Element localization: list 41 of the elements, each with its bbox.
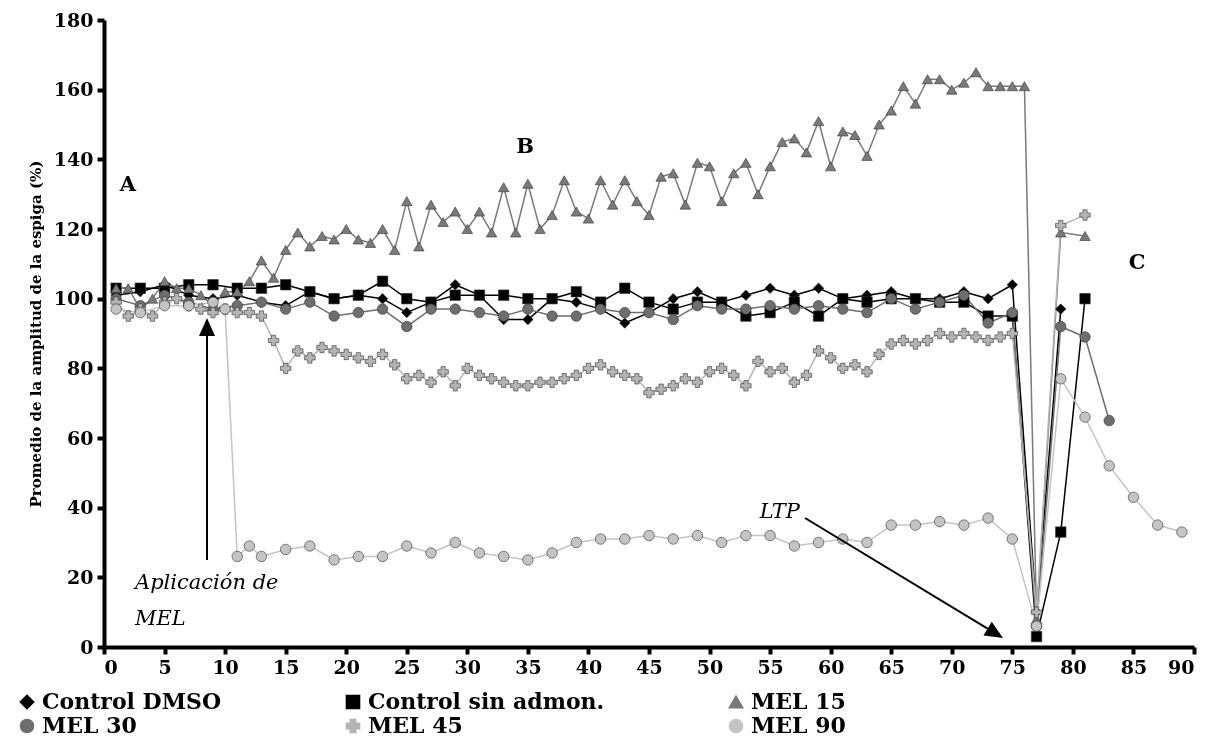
x-tick-label: 70 — [939, 655, 966, 678]
x-tick-label: 50 — [696, 655, 724, 678]
y-tick-label: 160 — [53, 78, 94, 101]
x-tick-label: 5 — [158, 655, 172, 678]
y-tick-label: 100 — [53, 287, 94, 310]
legend-label: MEL 90 — [751, 712, 846, 738]
y-tick-label: 0 — [80, 635, 94, 658]
annotation: A — [118, 171, 137, 196]
x-tick-label: 10 — [212, 655, 239, 678]
x-tick-label: 90 — [1168, 655, 1195, 678]
x-tick-label: 45 — [636, 655, 663, 678]
y-tick-label: 120 — [53, 217, 94, 240]
x-tick-label: 15 — [272, 655, 300, 678]
x-tick-label: 0 — [104, 655, 118, 678]
legend-label: Control DMSO — [42, 688, 222, 714]
x-tick-label: 65 — [878, 655, 905, 678]
x-tick-label: 75 — [999, 655, 1027, 678]
x-tick-label: 35 — [515, 655, 542, 678]
annotation: B — [516, 133, 534, 158]
y-tick-label: 140 — [53, 147, 94, 170]
y-axis-title: Promedio de la amplitud de la espiga (%) — [26, 160, 45, 508]
annotation: LTP — [758, 499, 801, 523]
annotation: Aplicación de MEL — [133, 570, 279, 630]
legend-label: MEL 15 — [751, 688, 846, 714]
x-tick-label: 85 — [1120, 655, 1148, 678]
x-tick-label: 30 — [454, 655, 482, 678]
legend-label: Control sin admon. — [368, 688, 605, 714]
x-tick-label: 80 — [1060, 655, 1087, 678]
y-tick-label: 20 — [67, 565, 94, 588]
legend-label: MEL 45 — [368, 712, 463, 738]
y-tick-label: 60 — [67, 426, 94, 449]
y-tick-label: 180 — [53, 8, 94, 31]
legend-label: MEL 30 — [42, 712, 137, 738]
x-tick-label: 20 — [333, 655, 360, 678]
y-tick-label: 40 — [67, 496, 94, 519]
x-tick-label: 25 — [394, 655, 421, 678]
y-tick-label: 80 — [67, 356, 94, 379]
x-tick-label: 55 — [757, 655, 784, 678]
x-tick-label: 40 — [575, 655, 603, 678]
x-tick-label: 60 — [817, 655, 845, 678]
annotation: C — [1128, 249, 1146, 274]
